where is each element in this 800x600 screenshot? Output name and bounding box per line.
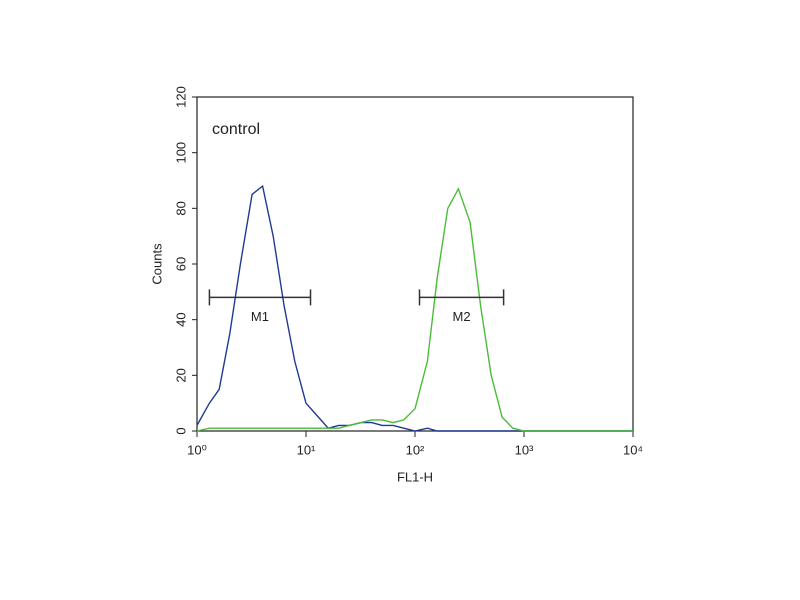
y-tick-label: 120 [173, 86, 188, 108]
marker-label: M1 [251, 309, 269, 324]
y-tick-label: 40 [173, 312, 188, 326]
x-tick-label: 10⁰ [187, 442, 207, 457]
x-tick-label: 10⁴ [623, 442, 643, 457]
y-axis-label: Counts [149, 243, 164, 285]
y-tick-label: 80 [173, 201, 188, 215]
x-axis-label: FL1-H [397, 469, 433, 484]
y-tick-label: 20 [173, 368, 188, 382]
x-tick-label: 10¹ [297, 442, 316, 457]
y-tick-label: 0 [173, 427, 188, 434]
histogram-line [196, 187, 633, 432]
y-tick-label: 100 [173, 142, 188, 164]
y-tick-label: 60 [173, 257, 188, 271]
x-tick-label: 10³ [515, 442, 534, 457]
x-tick-label: 10² [406, 442, 425, 457]
plot-frame [196, 96, 634, 432]
marker-label: M2 [453, 309, 471, 324]
annotation: control [212, 121, 260, 138]
